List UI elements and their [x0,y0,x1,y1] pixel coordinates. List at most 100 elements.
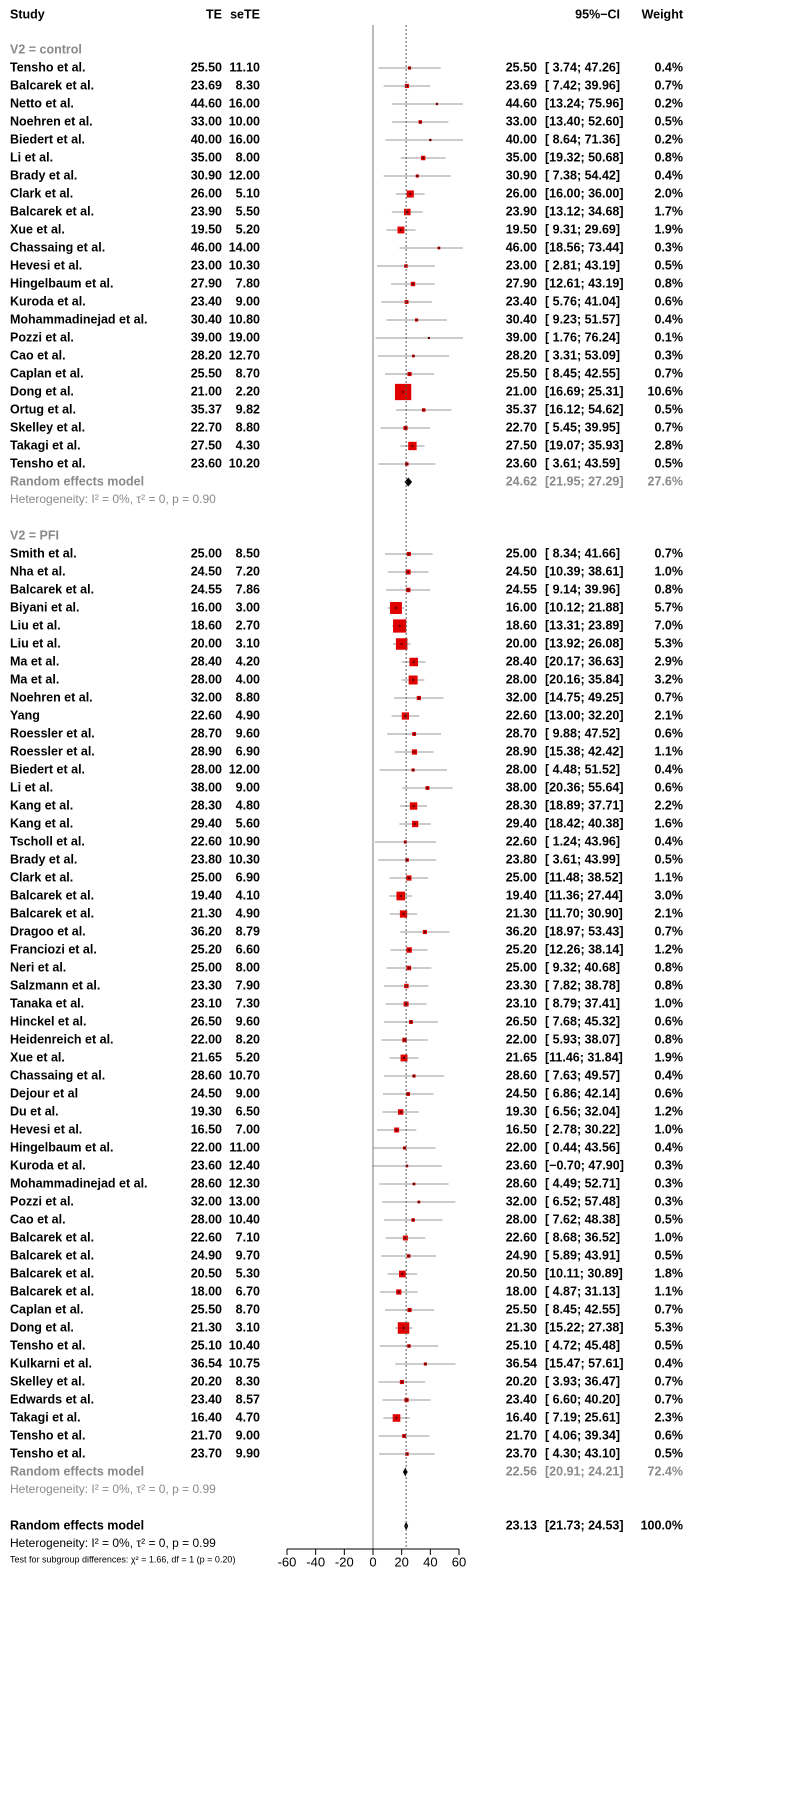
weight: 0.3% [655,1158,684,1172]
study-name: Hingelbaum et al. [10,276,114,290]
point-estimate [408,1308,411,1312]
weight: 0.8% [655,1032,684,1046]
study-name: Hevesi et al. [10,1122,82,1136]
confidence-interval: [18.97; 53.43] [545,924,624,938]
point-estimate [402,1434,406,1438]
sete-value: 5.20 [236,222,260,236]
effect-estimate: 24.90 [506,1248,537,1262]
point-estimate [399,894,403,898]
te-value: 21.30 [191,906,222,920]
confidence-interval: [10.39; 38.61] [545,564,624,578]
sete-value: 3.10 [236,636,260,650]
study-name: Roessler et al. [10,726,95,740]
effect-estimate: 22.00 [506,1032,537,1046]
study-name: Brady et al. [10,852,77,866]
weight: 1.7% [655,204,684,218]
te-value: 19.40 [191,888,222,902]
study-name: Biedert et al. [10,762,85,776]
confidence-interval: [11.48; 38.52] [545,870,623,884]
weight: 0.6% [655,726,684,740]
study-name: Salzmann et al. [10,978,100,992]
study-name: Balcarek et al. [10,1248,94,1262]
confidence-interval: [ 5.93; 38.07] [545,1032,620,1046]
point-estimate [412,804,415,808]
study-name: Balcarek et al. [10,888,94,902]
weight: 1.1% [655,744,684,758]
weight: 0.7% [655,1392,684,1406]
weight: 72.4% [648,1464,683,1478]
sete-value: 19.00 [229,330,260,344]
confidence-interval: [13.40; 52.60] [545,114,624,128]
study-name: Balcarek et al. [10,1266,94,1280]
sete-value: 9.90 [236,1446,260,1460]
te-value: 32.00 [191,690,222,704]
effect-estimate: 28.70 [506,726,537,740]
weight: 0.6% [655,294,684,308]
study-name: Brady et al. [10,168,77,182]
sete-value: 11.00 [229,1140,260,1154]
te-value: 21.00 [191,384,222,398]
study-name: Balcarek et al. [10,78,94,92]
study-name: Caplan et al. [10,366,84,380]
te-value: 25.00 [191,960,222,974]
effect-estimate: 33.00 [506,114,537,128]
point-estimate [417,1200,421,1204]
point-estimate [412,1182,416,1186]
study-name: Tscholl et al. [10,834,85,848]
sete-value: 2.70 [236,618,260,632]
confidence-interval: [13.24; 75.96] [545,96,624,110]
te-value: 36.20 [191,924,222,938]
study-name: Chassaing et al. [10,1068,105,1082]
study-name: Yang [10,708,40,722]
te-value: 26.50 [191,1014,222,1028]
effect-estimate: 23.13 [506,1518,537,1532]
effect-estimate: 20.00 [506,636,537,650]
te-value: 21.65 [191,1050,222,1064]
point-estimate [411,1218,415,1222]
study-name: Pozzi et al. [10,1194,74,1208]
te-value: 36.54 [191,1356,222,1370]
weight: 0.2% [655,96,684,110]
te-value: 23.40 [191,294,222,308]
weight: 2.1% [655,708,684,722]
confidence-interval: [ 3.31; 53.09] [545,348,620,362]
sete-value: 5.20 [236,1050,260,1064]
confidence-interval: [ 7.19; 25.61] [545,1410,620,1424]
study-name: Heidenreich et al. [10,1032,114,1046]
te-value: 18.00 [191,1284,222,1298]
effect-estimate: 23.80 [506,852,537,866]
effect-estimate: 27.90 [506,276,537,290]
study-name: Tensho et al. [10,1428,85,1442]
sete-value: 7.30 [236,996,260,1010]
summary-diamond [404,477,413,487]
confidence-interval: [ 9.14; 39.96] [545,582,620,596]
te-value: 22.60 [191,708,222,722]
te-value: 32.00 [191,1194,222,1208]
sete-value: 16.00 [229,96,260,110]
weight: 0.5% [655,258,684,272]
study-name: Takagi et al. [10,1410,81,1424]
effect-estimate: 18.60 [506,618,537,632]
te-value: 30.40 [191,312,222,326]
effect-estimate: 21.00 [506,384,537,398]
study-name: Ortug et al. [10,402,76,416]
x-tick-label: 0 [369,1554,376,1569]
te-value: 26.00 [191,186,222,200]
weight: 0.7% [655,366,684,380]
confidence-interval: [ 8.34; 41.66] [545,546,620,560]
effect-estimate: 46.00 [506,240,537,254]
header-sete: seTE [230,7,260,21]
sete-value: 8.57 [236,1392,260,1406]
te-value: 25.00 [191,546,222,560]
study-name: Random effects model [10,474,144,488]
weight: 27.6% [648,474,683,488]
te-value: 28.30 [191,798,222,812]
weight: 2.8% [655,438,684,452]
study-name: Nha et al. [10,564,66,578]
study-name: Netto et al. [10,96,74,110]
study-name: Dong et al. [10,1320,74,1334]
study-name: Xue et al. [10,1050,65,1064]
confidence-interval: [13.31; 23.89] [545,618,624,632]
confidence-interval: [ 8.45; 42.55] [545,1302,620,1316]
